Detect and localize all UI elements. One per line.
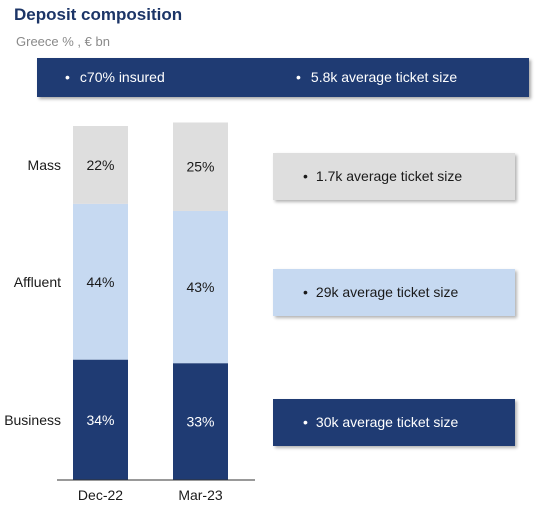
summary-banner: • c70% insured • 5.8k average ticket size [37, 58, 529, 97]
page-title: Deposit composition [14, 5, 183, 24]
data-label: 43% [186, 279, 214, 295]
series-label: Business [4, 412, 61, 428]
bullet-icon: • [303, 284, 308, 300]
callout-mass-label: 1.7k average ticket size [315, 168, 463, 184]
banner-item-insured: • c70% insured [65, 69, 165, 85]
data-label: 25% [186, 159, 214, 175]
bar-affluent-mar-23 [173, 210, 228, 364]
x-tick-label: Dec-22 [78, 487, 123, 503]
callout-mass: • 1.7k average ticket size [273, 153, 515, 200]
page-subtitle: Greece % , € bn [16, 34, 110, 49]
callout-affluent: • 29k average ticket size [273, 269, 515, 316]
bar-business-mar-23 [173, 363, 228, 480]
bullet-icon: • [303, 168, 308, 184]
data-label: 22% [86, 157, 114, 173]
bar-affluent-dec-22 [73, 203, 128, 360]
bullet-icon: • [65, 69, 70, 85]
data-label: 34% [86, 412, 114, 428]
data-label: 33% [186, 414, 214, 430]
bar-mass-dec-22 [73, 126, 128, 204]
series-label: Mass [28, 157, 61, 173]
x-tick-label: Mar-23 [178, 487, 223, 503]
banner-item-insured-label: c70% insured [79, 69, 165, 85]
callout-business-label: 30k average ticket size [315, 414, 459, 430]
data-label: 44% [86, 274, 114, 290]
banner-item-ticket-size: • 5.8k average ticket size [296, 69, 457, 85]
bullet-icon: • [303, 414, 308, 430]
banner-item-ticket-size-label: 5.8k average ticket size [310, 69, 458, 85]
bar-mass-mar-23 [173, 122, 228, 211]
callout-business: • 30k average ticket size [273, 399, 515, 446]
callout-affluent-label: 29k average ticket size [315, 284, 459, 300]
series-label: Affluent [14, 274, 61, 290]
bar-business-dec-22 [73, 359, 128, 480]
bullet-icon: • [296, 69, 301, 85]
